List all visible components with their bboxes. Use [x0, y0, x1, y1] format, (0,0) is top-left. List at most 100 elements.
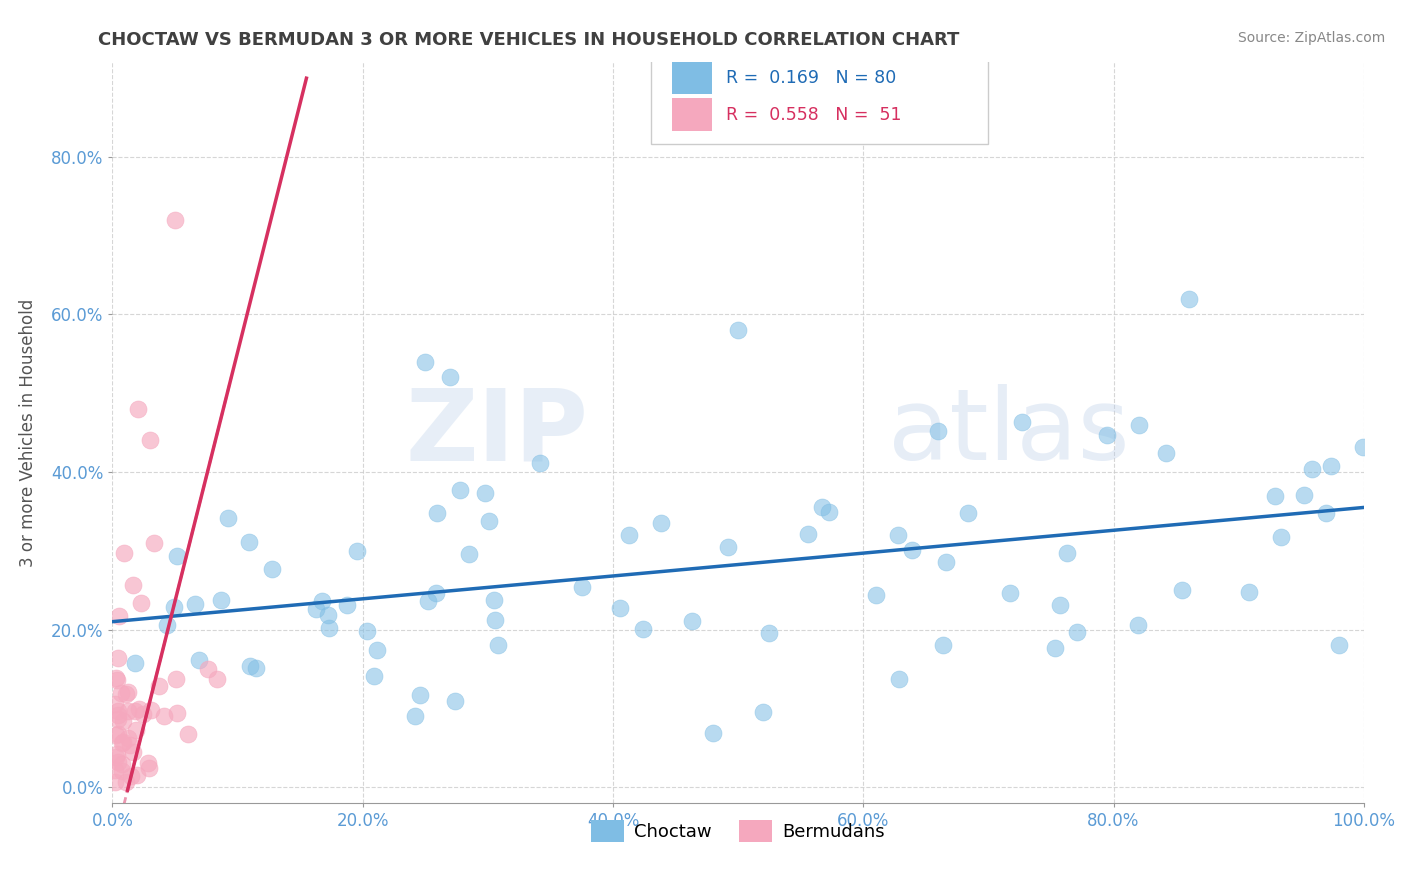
Point	[1292, 488, 1315, 502]
Point	[1171, 582, 1194, 597]
Point	[631, 622, 654, 636]
Point	[166, 549, 188, 563]
Point	[122, 745, 145, 759]
Point	[1011, 415, 1033, 429]
Point	[681, 614, 703, 628]
Point	[124, 657, 146, 671]
Point	[209, 593, 232, 607]
Point	[260, 562, 283, 576]
Point	[163, 599, 186, 614]
Point	[927, 425, 949, 439]
Point	[758, 626, 780, 640]
Point	[316, 608, 339, 623]
Point	[900, 543, 922, 558]
Point	[444, 693, 467, 707]
Point	[188, 653, 211, 667]
Text: R =  0.558   N =  51: R = 0.558 N = 51	[725, 106, 901, 124]
Point	[117, 704, 139, 718]
Point	[111, 756, 134, 771]
Point	[217, 511, 239, 525]
Point	[617, 528, 640, 542]
Point	[104, 698, 127, 712]
Point	[484, 593, 506, 607]
Text: atlas: atlas	[889, 384, 1130, 481]
Point	[702, 726, 724, 740]
Point	[139, 434, 162, 448]
Point	[811, 500, 834, 514]
Point	[107, 727, 129, 741]
Point	[207, 672, 229, 686]
FancyBboxPatch shape	[672, 98, 711, 131]
Point	[1154, 445, 1177, 459]
Point	[115, 775, 138, 789]
Point	[865, 588, 887, 602]
Point	[105, 728, 128, 742]
Point	[117, 731, 139, 746]
Point	[449, 483, 471, 497]
Point	[108, 609, 131, 624]
Point	[104, 750, 127, 764]
FancyBboxPatch shape	[672, 61, 711, 95]
Point	[931, 638, 953, 652]
Point	[107, 707, 129, 722]
Point	[318, 621, 340, 635]
Point	[889, 672, 911, 686]
Point	[111, 735, 134, 749]
Point	[132, 707, 155, 722]
Point	[305, 601, 328, 615]
Point	[107, 755, 129, 769]
Point	[1351, 440, 1374, 454]
Point	[120, 738, 142, 752]
Point	[886, 527, 908, 541]
Y-axis label: 3 or more Vehicles in Household: 3 or more Vehicles in Household	[20, 299, 37, 566]
Point	[105, 673, 128, 687]
Point	[105, 671, 128, 685]
Point	[153, 708, 176, 723]
Point	[1056, 546, 1078, 560]
Point	[163, 213, 186, 227]
Point	[1095, 428, 1118, 442]
Point	[1237, 585, 1260, 599]
Point	[418, 594, 440, 608]
Text: CHOCTAW VS BERMUDAN 3 OR MORE VEHICLES IN HOUSEHOLD CORRELATION CHART: CHOCTAW VS BERMUDAN 3 OR MORE VEHICLES I…	[98, 31, 960, 49]
Point	[356, 624, 378, 639]
Text: ZIP: ZIP	[405, 384, 588, 481]
Point	[413, 355, 436, 369]
Point	[1264, 489, 1286, 503]
Point	[478, 514, 501, 528]
Point	[156, 618, 179, 632]
Point	[609, 601, 631, 615]
Point	[127, 402, 149, 417]
Point	[529, 457, 551, 471]
Point	[571, 580, 593, 594]
Point	[439, 370, 461, 384]
Point	[111, 764, 134, 778]
Point	[125, 768, 148, 782]
Text: R =  0.169   N = 80: R = 0.169 N = 80	[725, 69, 896, 87]
Point	[727, 323, 749, 337]
Point	[1066, 625, 1088, 640]
Point	[112, 545, 135, 559]
Point	[458, 547, 481, 561]
Point	[1270, 530, 1292, 544]
Legend: Choctaw, Bermudans: Choctaw, Bermudans	[583, 813, 893, 849]
Point	[104, 763, 127, 777]
Point	[1043, 641, 1066, 656]
Point	[426, 506, 449, 520]
Point	[409, 688, 432, 702]
Point	[107, 712, 129, 726]
Point	[935, 555, 957, 569]
Point	[1327, 638, 1350, 652]
Point	[107, 651, 129, 665]
Point	[1315, 506, 1337, 520]
Point	[104, 775, 127, 789]
Point	[107, 704, 129, 718]
Point	[1128, 417, 1150, 432]
Point	[474, 485, 496, 500]
Point	[105, 747, 128, 761]
Point	[1177, 292, 1199, 306]
Point	[1126, 617, 1149, 632]
Point	[311, 593, 333, 607]
Point	[128, 702, 150, 716]
Point	[425, 586, 447, 600]
